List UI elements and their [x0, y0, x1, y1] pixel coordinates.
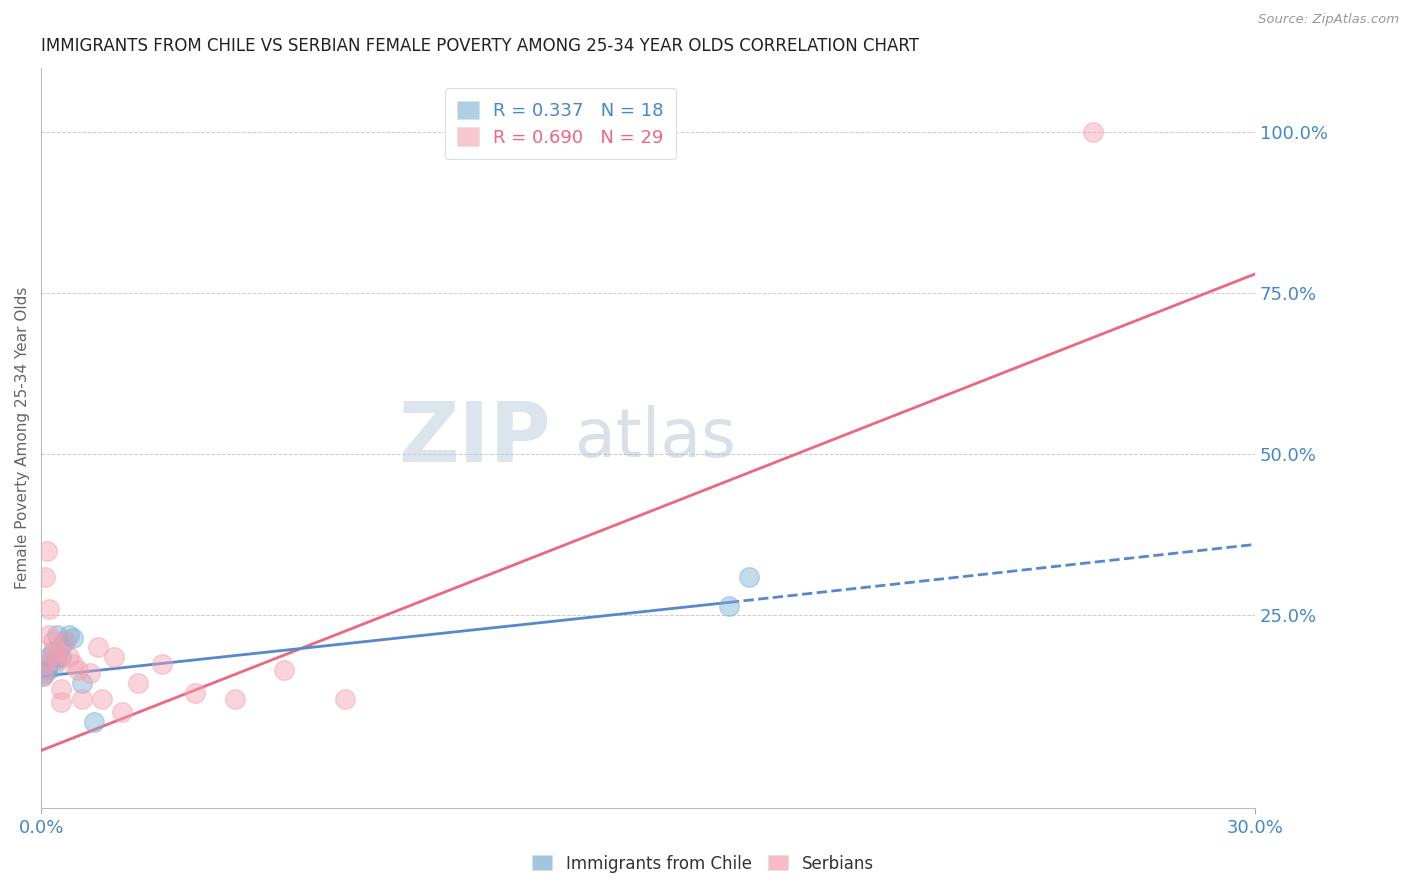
Point [224, 692, 246, 706]
Point [184, 685, 207, 699]
Point [111, 705, 134, 719]
Point [51, 695, 73, 709]
Point [38, 627, 60, 641]
Point [32, 669, 55, 683]
Point [46, 653, 69, 667]
Point [34, 666, 56, 681]
Point [1081, 125, 1104, 139]
Point [738, 569, 761, 583]
Point [62, 631, 84, 645]
Point [717, 599, 740, 613]
Point [46, 627, 69, 641]
Point [42, 660, 65, 674]
Point [66, 663, 89, 677]
Point [38, 602, 60, 616]
Point [42, 643, 65, 657]
Point [46, 650, 69, 665]
Point [273, 663, 295, 677]
Point [55, 634, 77, 648]
Point [51, 640, 73, 655]
Text: IMMIGRANTS FROM CHILE VS SERBIAN FEMALE POVERTY AMONG 25-34 YEAR OLDS CORRELATIO: IMMIGRANTS FROM CHILE VS SERBIAN FEMALE … [41, 37, 920, 55]
Point [127, 676, 149, 690]
Point [34, 569, 56, 583]
Point [103, 650, 125, 665]
Text: ZIP: ZIP [398, 398, 551, 479]
Point [70, 692, 93, 706]
Point [34, 657, 56, 671]
Legend: R = 0.337   N = 18, R = 0.690   N = 29: R = 0.337 N = 18, R = 0.690 N = 29 [444, 88, 676, 160]
Point [83, 714, 105, 729]
Point [37, 544, 59, 558]
Point [37, 663, 59, 677]
Legend: Immigrants from Chile, Serbians: Immigrants from Chile, Serbians [526, 848, 880, 880]
Point [87, 640, 110, 655]
Point [42, 647, 65, 661]
Point [58, 627, 80, 641]
Point [62, 657, 84, 671]
Point [38, 657, 60, 671]
Point [90, 692, 112, 706]
Point [58, 650, 80, 665]
Point [46, 643, 69, 657]
Point [70, 676, 93, 690]
Text: Source: ZipAtlas.com: Source: ZipAtlas.com [1258, 13, 1399, 27]
Point [79, 666, 101, 681]
Point [51, 650, 73, 665]
Point [333, 692, 356, 706]
Point [51, 682, 73, 697]
Point [42, 634, 65, 648]
Point [38, 650, 60, 665]
Point [55, 634, 77, 648]
Text: atlas: atlas [575, 405, 735, 471]
Y-axis label: Female Poverty Among 25-34 Year Olds: Female Poverty Among 25-34 Year Olds [15, 287, 30, 590]
Point [152, 657, 174, 671]
Point [32, 669, 55, 683]
